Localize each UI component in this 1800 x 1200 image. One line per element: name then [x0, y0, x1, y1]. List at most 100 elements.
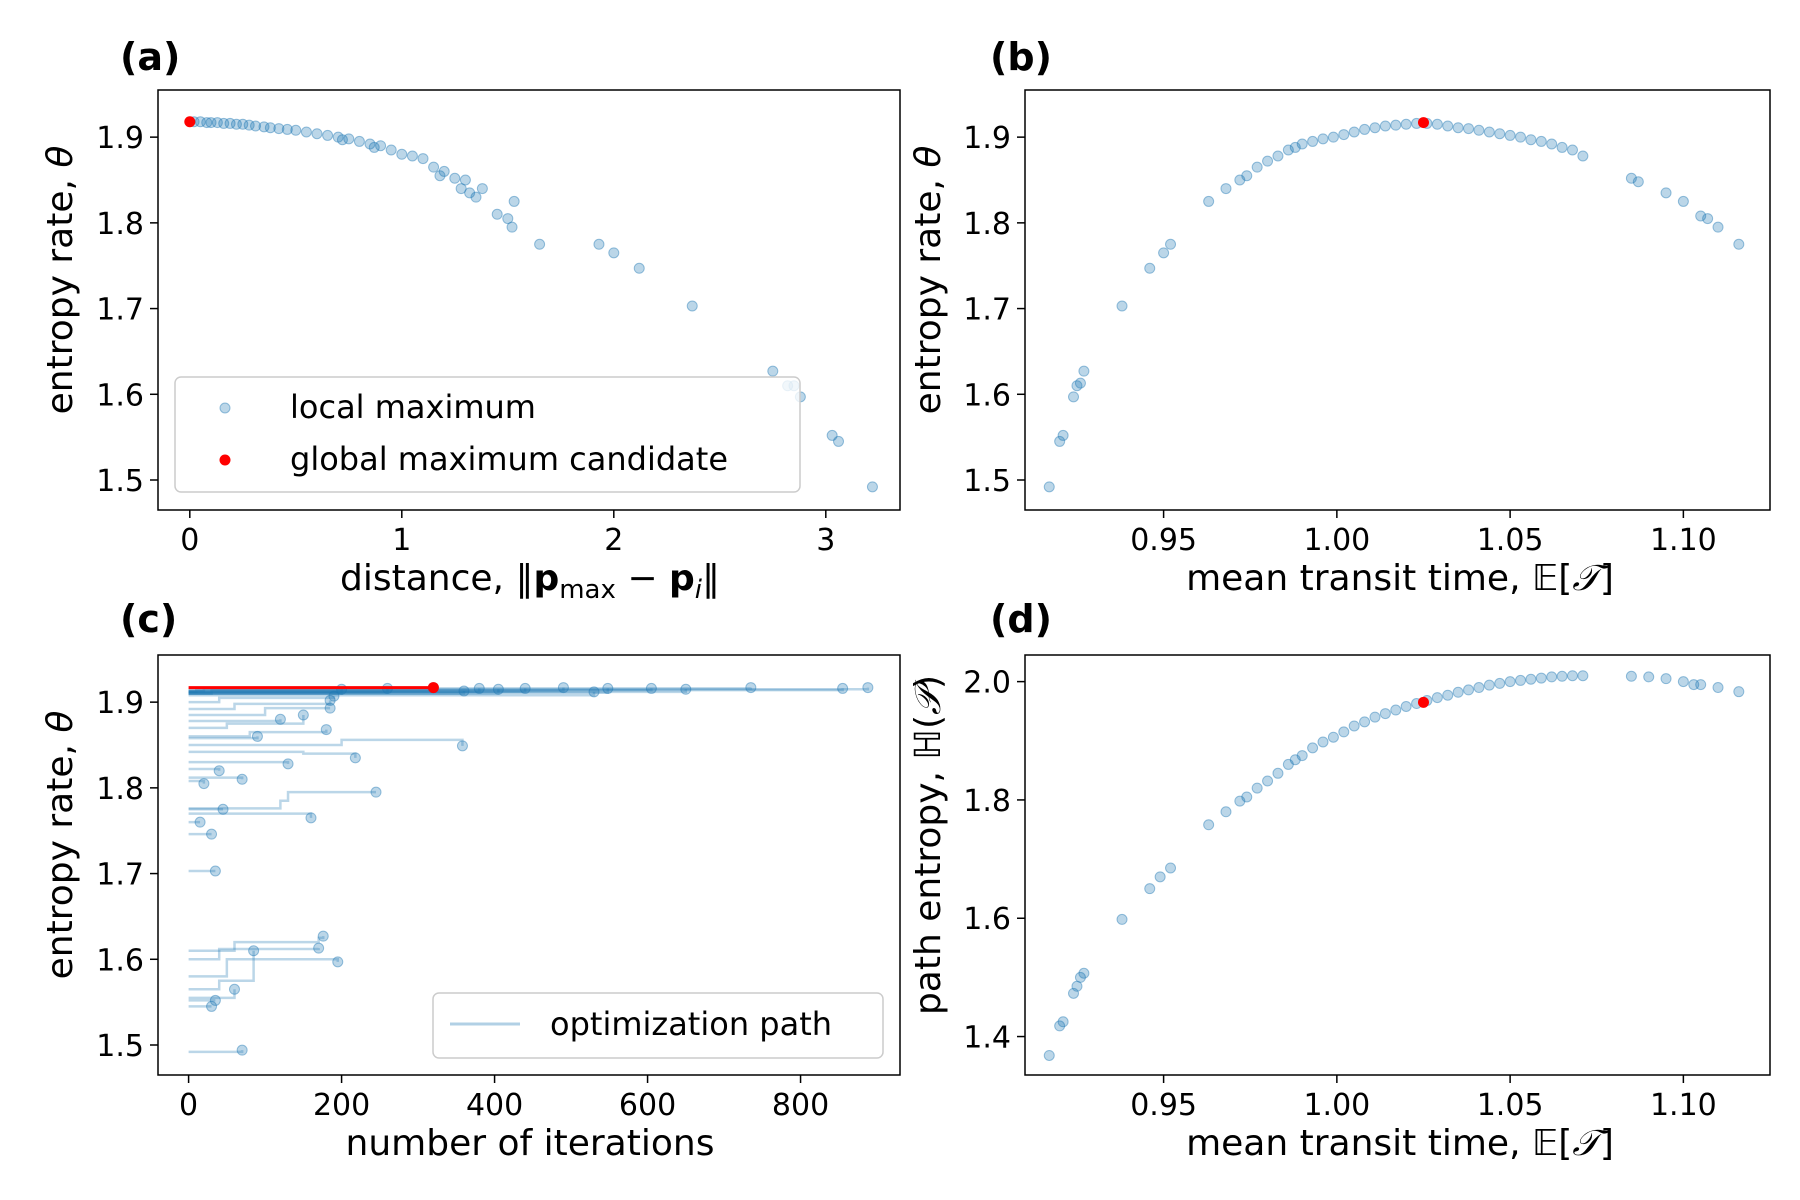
local-maximum-point — [1369, 711, 1381, 723]
local-maximum-point — [1272, 767, 1284, 779]
local-maximum-point — [1359, 716, 1371, 728]
local-maximum-point — [1566, 670, 1578, 682]
local-maximum-point — [353, 135, 365, 147]
local-maximum-point — [633, 262, 645, 274]
optimization-path — [188, 936, 325, 952]
local-maximum-point — [273, 123, 285, 135]
local-maximum-point — [1234, 174, 1246, 186]
y-tick-label: 1.6 — [96, 378, 144, 413]
optimization-path — [188, 700, 332, 711]
y-tick-label: 1.8 — [963, 784, 1011, 819]
local-maximum-point — [1390, 119, 1402, 131]
local-maximum-point — [1369, 122, 1381, 134]
path-endpoint — [320, 724, 332, 736]
x-tick-label: 1.10 — [1650, 523, 1717, 558]
local-maximum-point — [364, 138, 376, 150]
global-path-endpoint — [427, 682, 439, 694]
local-maximum-point — [1677, 195, 1689, 207]
path-endpoint — [328, 690, 340, 702]
local-maximum-point — [1556, 141, 1568, 153]
path-endpoint — [519, 682, 531, 694]
path-endpoint — [274, 713, 286, 725]
y-tick-label: 1.6 — [963, 378, 1011, 413]
optimization-path — [188, 689, 343, 695]
x-tick-label: 0.95 — [1130, 523, 1197, 558]
local-maximum-point — [1733, 238, 1745, 250]
legend-box — [174, 376, 801, 493]
y-tick-label: 1.5 — [963, 464, 1011, 499]
y-tick-label: 1.7 — [96, 293, 144, 328]
x-tick-label: 800 — [772, 1088, 829, 1123]
path-endpoint — [206, 828, 218, 840]
local-maximum-point — [1282, 144, 1294, 156]
local-maximum-point — [491, 208, 503, 220]
local-maximum-point — [218, 117, 230, 129]
optimization-path — [188, 738, 464, 747]
local-maximum-point — [194, 116, 206, 128]
y-tick-label: 1.7 — [96, 858, 144, 893]
local-maximum-point — [1165, 862, 1177, 874]
local-maximum-point — [449, 172, 461, 184]
optimization-path — [188, 688, 844, 694]
local-maximum-point — [1379, 708, 1391, 720]
local-maximum-point — [1307, 742, 1319, 754]
optimization-path — [188, 687, 565, 693]
path-endpoint — [458, 685, 470, 697]
local-maximum-point — [1241, 170, 1253, 182]
optimization-path — [188, 688, 389, 694]
local-maximum-point — [1296, 750, 1308, 762]
y-axis-label: path entropy, ℍ(𝒫) — [908, 675, 949, 1015]
local-maximum-point — [1338, 726, 1350, 738]
path-endpoint — [837, 682, 849, 694]
local-maximum-point — [1515, 674, 1527, 686]
x-tick-label: 1.00 — [1303, 1088, 1370, 1123]
local-maximum-point — [1546, 671, 1558, 683]
legend-label: global maximum candidate — [290, 440, 728, 478]
x-tick-label: 1.00 — [1303, 523, 1370, 558]
local-maximum-point — [1359, 123, 1371, 135]
local-maximum-point — [1442, 120, 1454, 132]
optimization-path — [188, 715, 305, 730]
global-maximum-point — [1417, 696, 1429, 708]
local-maximum-point — [1043, 481, 1055, 493]
local-maximum-point — [1241, 791, 1253, 803]
local-maximum-point — [1144, 883, 1156, 895]
optimization-path — [188, 688, 610, 694]
y-axis-label: entropy rate, θ — [40, 146, 81, 415]
local-maximum-point — [1074, 971, 1086, 983]
local-maximum-point — [1494, 677, 1506, 689]
local-maximum-point — [1144, 262, 1156, 274]
local-maximum-point — [1431, 692, 1443, 704]
optimization-path — [188, 950, 255, 991]
panel-d: (d) mean transit time, 𝔼[𝒯] path entropy… — [908, 597, 1771, 1164]
optimization-path — [188, 696, 336, 704]
local-maximum-point — [1282, 758, 1294, 770]
local-maximum-point — [1165, 238, 1177, 250]
local-maximum-point — [1660, 187, 1672, 199]
path-endpoint — [198, 778, 210, 790]
local-maximum-point — [686, 300, 698, 312]
local-maximum-point — [205, 117, 217, 129]
x-tick-label: 0 — [180, 523, 199, 558]
x-tick-label: 1.10 — [1650, 1088, 1717, 1123]
local-maximum-point — [1220, 806, 1232, 818]
plot-area — [1043, 670, 1745, 1061]
local-maximum-point — [1452, 686, 1464, 698]
local-maximum-point — [237, 118, 249, 130]
path-endpoint — [213, 765, 225, 777]
local-maximum-point — [1068, 987, 1080, 999]
local-maximum-point — [502, 213, 514, 225]
local-maximum-point — [534, 238, 546, 250]
y-tick-label: 1.7 — [963, 293, 1011, 328]
local-maximum-point — [406, 150, 418, 162]
optimization-path — [188, 776, 244, 780]
panel-label: (d) — [990, 597, 1052, 641]
local-maximum-point — [1688, 679, 1700, 691]
x-tick-label: 2 — [604, 523, 623, 558]
path-endpoint — [206, 1000, 218, 1012]
x-axis-label: mean transit time, 𝔼[𝒯] — [1186, 558, 1614, 599]
local-maximum-point — [224, 117, 236, 129]
local-maximum-point — [438, 165, 450, 177]
panel-c: (c) number of iterations entropy rate, θ… — [40, 597, 901, 1164]
local-maximum-point — [1712, 221, 1724, 233]
